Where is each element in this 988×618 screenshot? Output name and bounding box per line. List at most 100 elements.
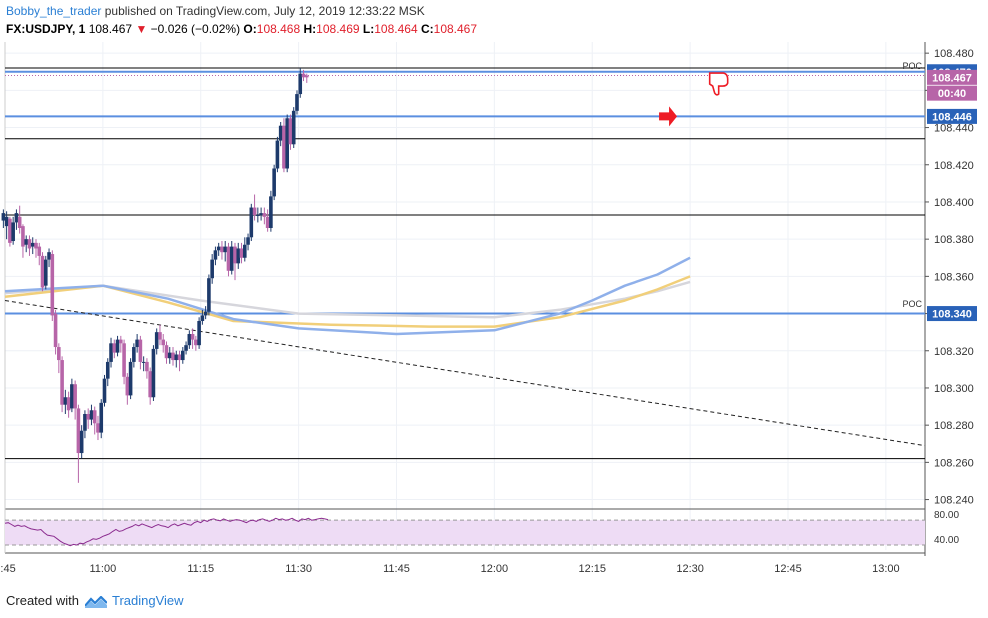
moving-average-line — [4, 256, 691, 336]
candle-body — [79, 430, 84, 454]
candle-body — [47, 252, 51, 260]
created-with-text: Created with — [6, 593, 79, 608]
candle-body — [148, 371, 152, 398]
candle-body — [43, 259, 48, 286]
candle-body — [122, 343, 126, 377]
candle-body — [112, 343, 117, 353]
y-tick-label: 108.420 — [934, 160, 974, 172]
y-tick-label: 108.400 — [934, 197, 974, 209]
price-change: −0.026 (−0.02%) — [150, 22, 241, 36]
y-tick-label: 108.240 — [934, 495, 974, 507]
candle-body — [259, 213, 263, 215]
candle-body — [102, 378, 107, 403]
tradingview-logo-icon — [84, 595, 107, 608]
x-tick-label: 12:15 — [578, 563, 606, 575]
candle-body — [262, 213, 267, 217]
thumbs-down-icon — [708, 72, 729, 96]
moving-average-line — [4, 275, 691, 328]
candle-body — [57, 347, 61, 361]
candle-body — [295, 94, 299, 111]
x-tick-label: 11:15 — [187, 563, 214, 575]
candle-body — [105, 361, 110, 379]
down-arrow-icon: ▼ — [135, 22, 148, 36]
candle-body — [27, 239, 32, 249]
candle-body — [233, 246, 237, 264]
candle-body — [115, 339, 120, 353]
candle-body — [63, 397, 68, 405]
candle-body — [229, 246, 234, 271]
price-label-box — [927, 306, 977, 322]
candle-body — [236, 248, 241, 264]
price-label-box — [927, 85, 977, 101]
candle-body — [8, 218, 12, 243]
candle-body — [246, 237, 250, 245]
candle-body — [252, 207, 257, 215]
rsi-line — [4, 517, 329, 547]
low-label: L: — [362, 22, 375, 36]
candle-body — [83, 414, 87, 431]
y-tick-label: 108.280 — [934, 420, 974, 432]
x-tick-label: 0:45 — [0, 563, 16, 575]
candle-body — [40, 255, 45, 288]
symbol-info-line: FX:USDJPY, 1 108.467 ▼ −0.026 (−0.02%) O… — [6, 22, 477, 36]
candle-body — [53, 313, 58, 348]
y-tick-label: 108.440 — [934, 123, 974, 135]
x-tick-label: 12:45 — [774, 563, 802, 575]
candle-body — [119, 339, 123, 344]
red-arrow-icon — [659, 106, 678, 127]
symbol-label[interactable]: FX:USDJPY, 1 — [6, 22, 86, 36]
publisher-line: Bobby_the_trader published on TradingVie… — [6, 4, 425, 18]
candle-body — [151, 348, 156, 398]
candle-body — [34, 242, 38, 249]
candle-body — [288, 118, 293, 145]
candle-body — [207, 278, 211, 312]
candle-body — [161, 339, 166, 346]
candle-body — [226, 246, 231, 271]
candle-body — [298, 73, 303, 95]
candle-body — [128, 361, 133, 396]
candle-body — [210, 259, 214, 279]
candle-body — [203, 311, 208, 316]
candle-body — [223, 246, 228, 253]
candle-body — [242, 244, 247, 258]
candle-body — [73, 384, 77, 409]
y-tick-label: 108.360 — [934, 271, 974, 283]
price-label-text: 00:40 — [938, 88, 966, 100]
footer: Created with TradingView — [6, 593, 184, 608]
candle-body — [141, 361, 146, 363]
x-tick-label: 11:30 — [285, 563, 312, 575]
candle-body — [239, 248, 244, 258]
candle-body — [291, 110, 296, 145]
x-tick-label: 11:45 — [383, 563, 410, 575]
candle-body — [154, 332, 159, 349]
candle-body — [132, 347, 136, 362]
open-value: 108.468 — [256, 22, 301, 36]
high-value: 108.469 — [316, 22, 360, 36]
candle-body — [37, 246, 42, 256]
rsi-tick-label: 40.00 — [934, 535, 959, 546]
candle-body — [158, 332, 162, 340]
candle-body — [304, 75, 309, 78]
close-value: 108.467 — [433, 22, 478, 36]
candle-body — [184, 345, 188, 351]
candle-body — [89, 410, 94, 420]
candle-body — [167, 352, 172, 359]
candle-body — [145, 361, 149, 372]
candle-body — [138, 339, 143, 362]
candle-body — [109, 343, 113, 362]
candle-body — [269, 196, 273, 228]
x-tick-label: 12:30 — [676, 563, 704, 575]
price-label-text: 108.446 — [932, 111, 972, 123]
candle-body — [190, 334, 195, 340]
candle-body — [86, 414, 90, 420]
candle-body — [92, 410, 97, 424]
candle-body — [96, 423, 100, 433]
candle-body — [17, 216, 22, 228]
author-link[interactable]: Bobby_the_trader — [6, 4, 102, 18]
trendline — [4, 300, 926, 447]
candle-body — [50, 254, 55, 316]
close-label: C: — [420, 22, 434, 36]
candle-body — [1, 213, 6, 221]
tradingview-link[interactable]: TradingView — [112, 593, 184, 608]
